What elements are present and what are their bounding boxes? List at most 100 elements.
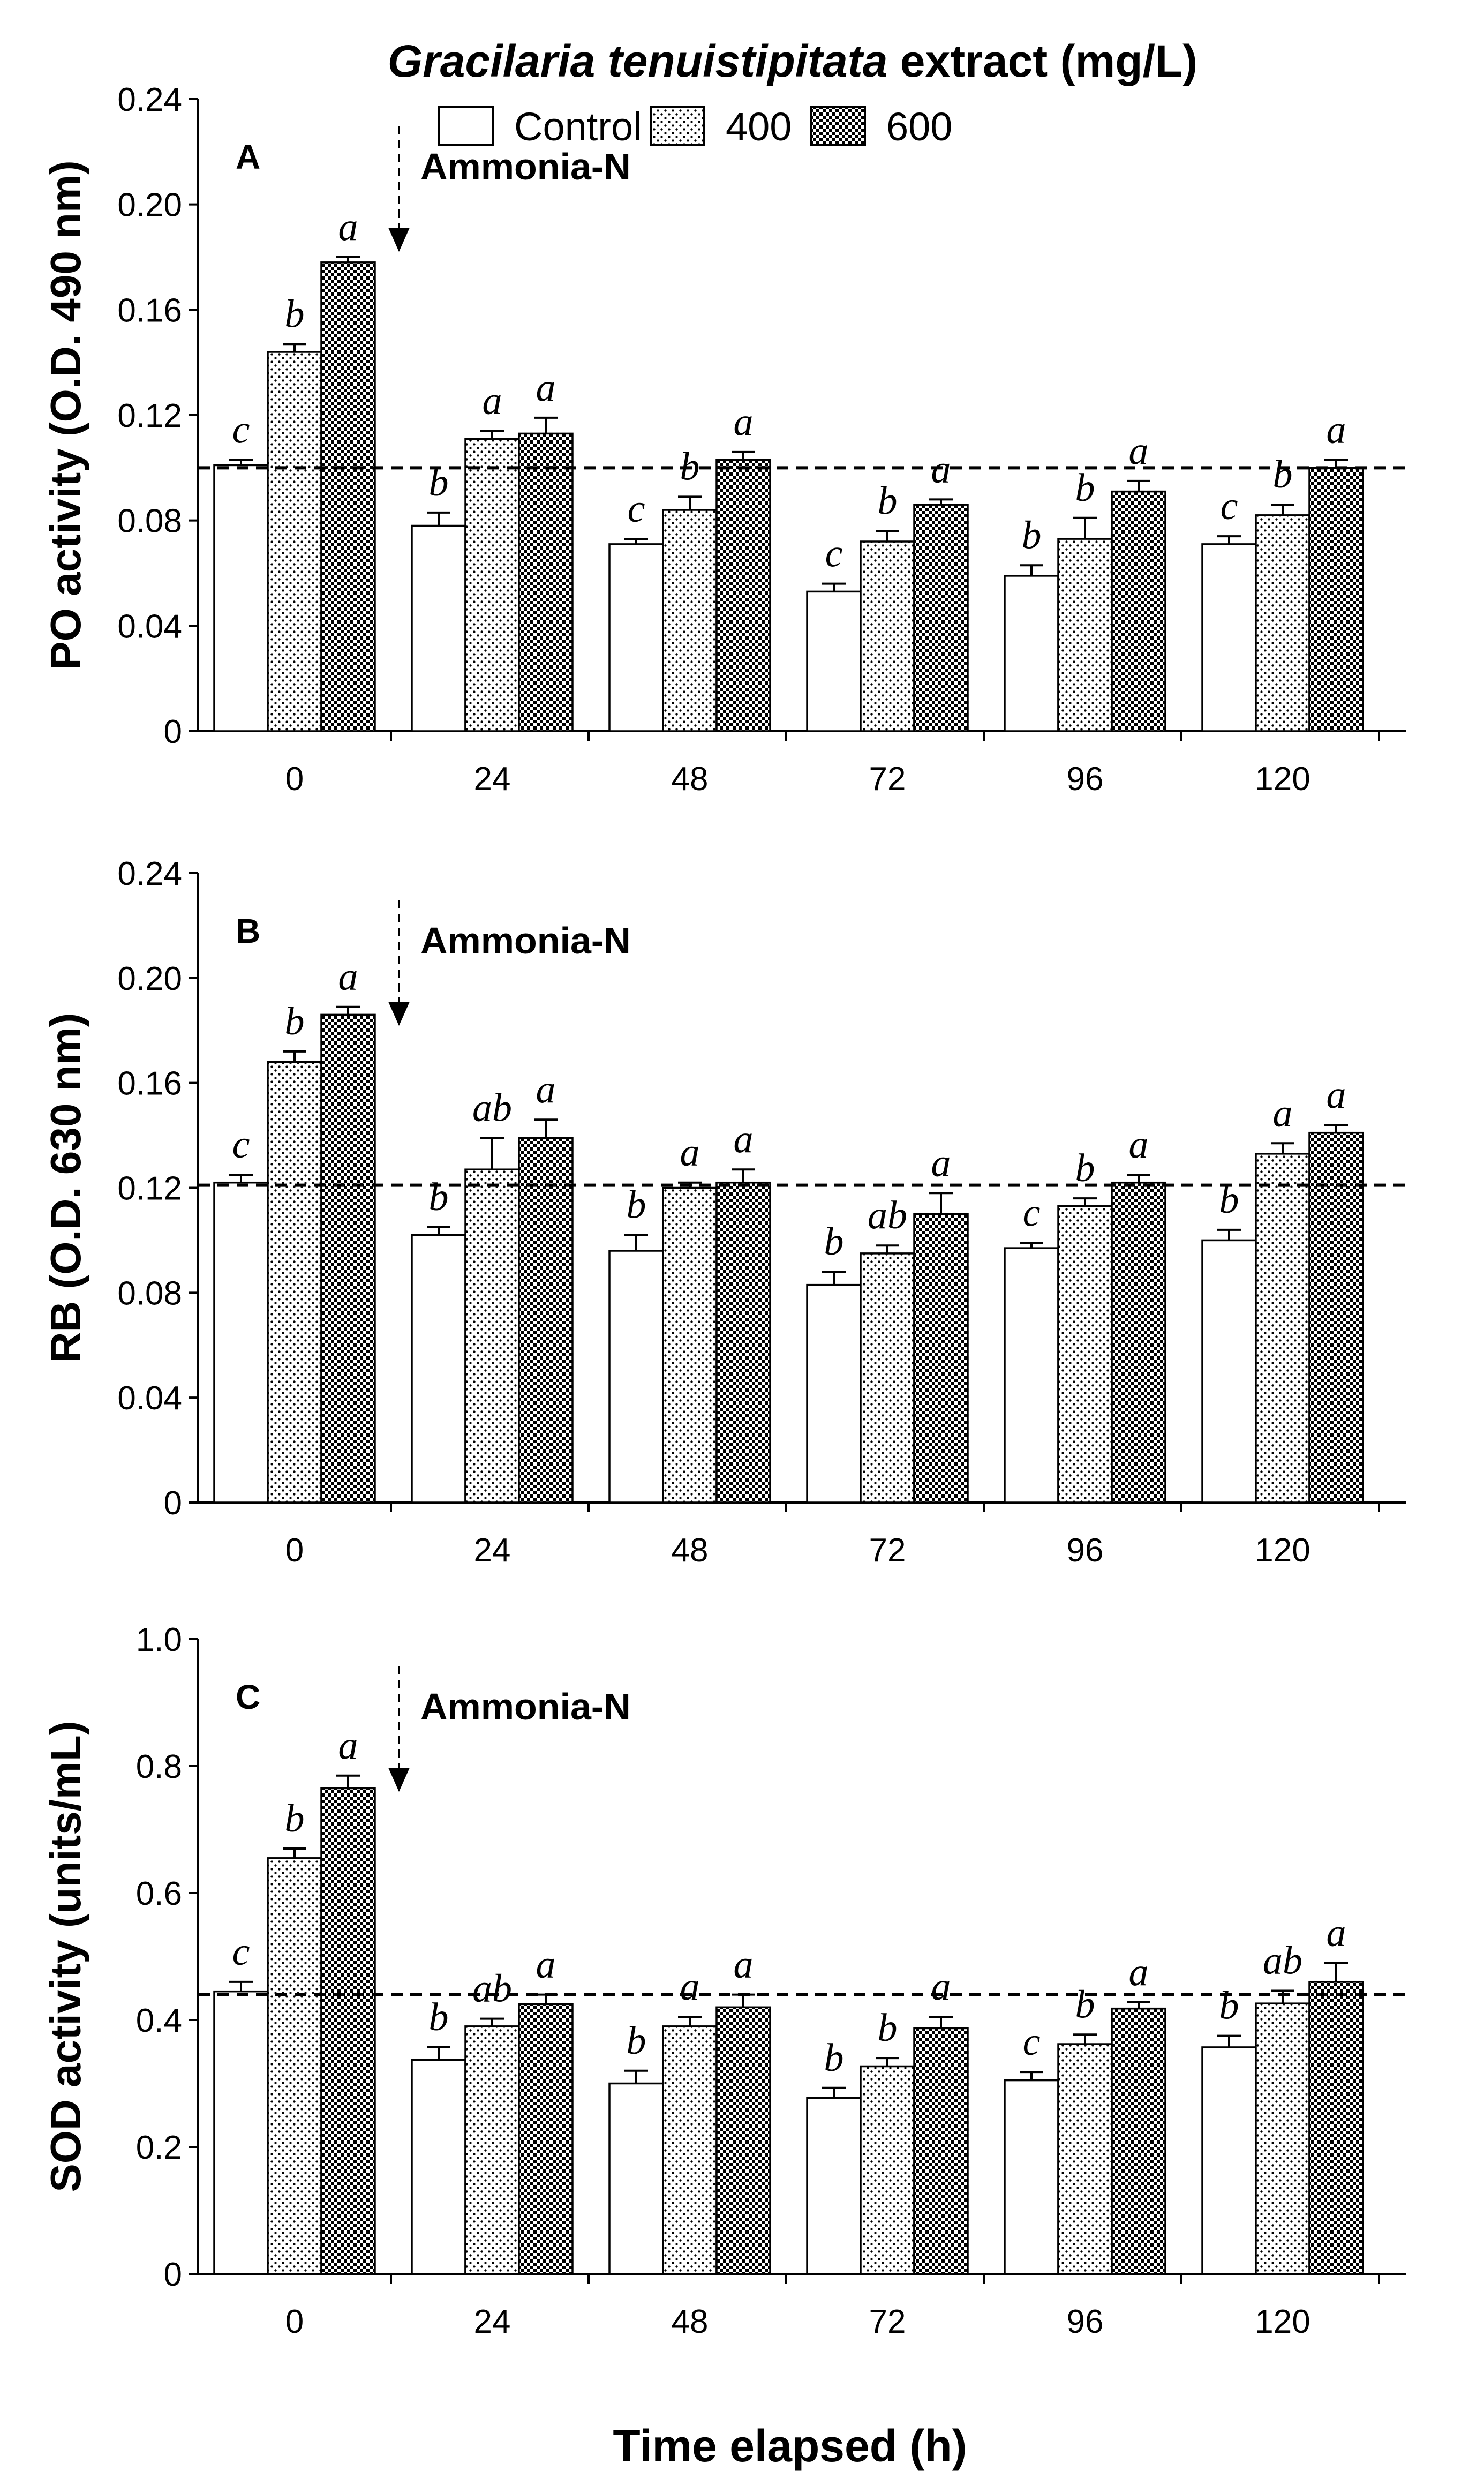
bar-400-48 (662, 2025, 718, 2275)
significance-letter: b (627, 2019, 646, 2063)
legend-title-italic: Gracilaria tenuistipitata (388, 36, 888, 86)
bar-400-96 (1057, 1205, 1113, 1504)
y-tick-label: 0.12 (117, 397, 182, 434)
legend-label-control: Control (514, 104, 642, 149)
bar-control-48 (608, 543, 664, 732)
bar-control-0 (213, 1181, 269, 1504)
x-tick-label: 96 (1067, 1532, 1104, 1569)
significance-letter: b (285, 1000, 305, 1043)
legend-title-rest: extract (mg/L) (887, 36, 1197, 86)
significance-letter: b (429, 1995, 449, 2039)
ammonia-arrow-head (388, 1768, 410, 1792)
bar-600-0 (320, 261, 376, 732)
significance-letter: a (734, 1117, 754, 1161)
significance-letter: a (536, 1068, 556, 1111)
significance-letter: b (878, 479, 898, 523)
significance-letter: b (627, 1183, 646, 1227)
significance-letter: b (824, 2036, 844, 2080)
bar-400-72 (860, 1252, 915, 1504)
significance-letter: b (1075, 1146, 1095, 1190)
x-tick-label: 0 (285, 2303, 304, 2340)
bar-control-24 (411, 524, 466, 732)
x-tick-label: 24 (474, 761, 511, 798)
significance-letter: b (1219, 1984, 1239, 2028)
y-tick-label: 1.0 (136, 1621, 182, 1658)
bar-400-48 (662, 509, 718, 732)
bar-600-120 (1308, 1131, 1364, 1504)
significance-letter: a (338, 1724, 358, 1768)
significance-letter: a (931, 1141, 951, 1185)
bar-400-120 (1255, 514, 1310, 732)
significance-letter: a (1273, 1091, 1293, 1135)
significance-letter: a (1129, 429, 1149, 473)
significance-letter: a (1327, 408, 1346, 452)
bar-control-0 (213, 1990, 269, 2275)
significance-letter: a (680, 1131, 700, 1175)
bar-600-48 (715, 1181, 771, 1504)
significance-letter: c (1023, 2020, 1041, 2064)
y-tick-label: 0.24 (117, 81, 182, 118)
x-axis-label: Time elapsed (h) (613, 2421, 967, 2471)
significance-letter: a (338, 955, 358, 999)
bar-600-96 (1111, 490, 1166, 732)
significance-letter: ab (472, 1967, 512, 2011)
bar-control-120 (1201, 1239, 1257, 1504)
significance-letter: b (878, 2006, 898, 2050)
y-tick-label: 0.08 (117, 1275, 182, 1312)
bar-400-96 (1057, 2043, 1113, 2275)
y-tick-label: 0.6 (136, 1875, 182, 1912)
significance-letter: c (628, 487, 645, 531)
ammonia-annotation: Ammonia-N (420, 1686, 631, 1728)
bar-600-24 (518, 2003, 574, 2275)
y-axis-label: RB (O.D. 630 nm) (42, 1013, 89, 1363)
bar-400-24 (464, 1168, 520, 1504)
bar-600-72 (913, 1213, 969, 1504)
x-tick-label: 120 (1255, 1532, 1310, 1569)
significance-letter: a (338, 205, 358, 249)
x-tick-label: 72 (869, 761, 906, 798)
significance-letter: ab (1263, 1939, 1302, 1982)
significance-letter: a (1327, 1073, 1346, 1117)
bar-400-48 (662, 1186, 718, 1504)
significance-letter: c (232, 1930, 250, 1974)
bar-control-120 (1201, 2046, 1257, 2275)
significance-letter: c (232, 408, 250, 452)
legend: Control 400 600 (438, 104, 952, 149)
bar-control-48 (608, 2082, 664, 2275)
bar-600-0 (320, 1013, 376, 1504)
ammonia-annotation: Ammonia-N (420, 920, 631, 962)
significance-letter: a (1327, 1911, 1346, 1955)
significance-letter: a (536, 1943, 556, 1987)
bar-400-120 (1255, 1153, 1310, 1504)
y-tick-label: 0.24 (117, 855, 182, 892)
y-tick-label: 0.2 (136, 2129, 182, 2166)
x-tick-label: 48 (672, 2303, 709, 2340)
panel-c: 0 0.2 0.4 0.6 0.8 1.0 SOD activity (units/mL) C… (42, 1621, 1406, 2340)
x-tick-label: 24 (474, 2303, 511, 2340)
bar-600-24 (518, 1137, 574, 1504)
significance-letter: c (1023, 1191, 1041, 1235)
bar-600-0 (320, 1787, 376, 2275)
significance-letter: ab (472, 1086, 512, 1130)
y-tick-label: 0.8 (136, 1748, 182, 1785)
bar-600-48 (715, 459, 771, 732)
x-tick-label: 96 (1067, 761, 1104, 798)
x-tick-label: 0 (285, 761, 304, 798)
bar-600-120 (1308, 467, 1364, 732)
bar-400-120 (1255, 2002, 1310, 2275)
x-tick-label: 72 (869, 2303, 906, 2340)
significance-letter: b (1075, 466, 1095, 510)
x-tick-label: 120 (1255, 2303, 1310, 2340)
panel-b: 0 0.04 0.08 0.12 0.16 0.20 0.24 RB (O.D. 630 nm… (42, 855, 1406, 1569)
significance-letter: b (1075, 1982, 1095, 2026)
ammonia-annotation: Ammonia-N (420, 146, 631, 187)
significance-letter: a (680, 1965, 700, 2009)
y-tick-label: 0.20 (117, 187, 182, 224)
y-tick-label: 0.4 (136, 2002, 182, 2039)
significance-letter: c (1221, 484, 1238, 528)
bar-control-48 (608, 1250, 664, 1504)
y-tick-label: 0.12 (117, 1170, 182, 1207)
bar-400-96 (1057, 538, 1113, 732)
panel-label: C (236, 1678, 260, 1716)
